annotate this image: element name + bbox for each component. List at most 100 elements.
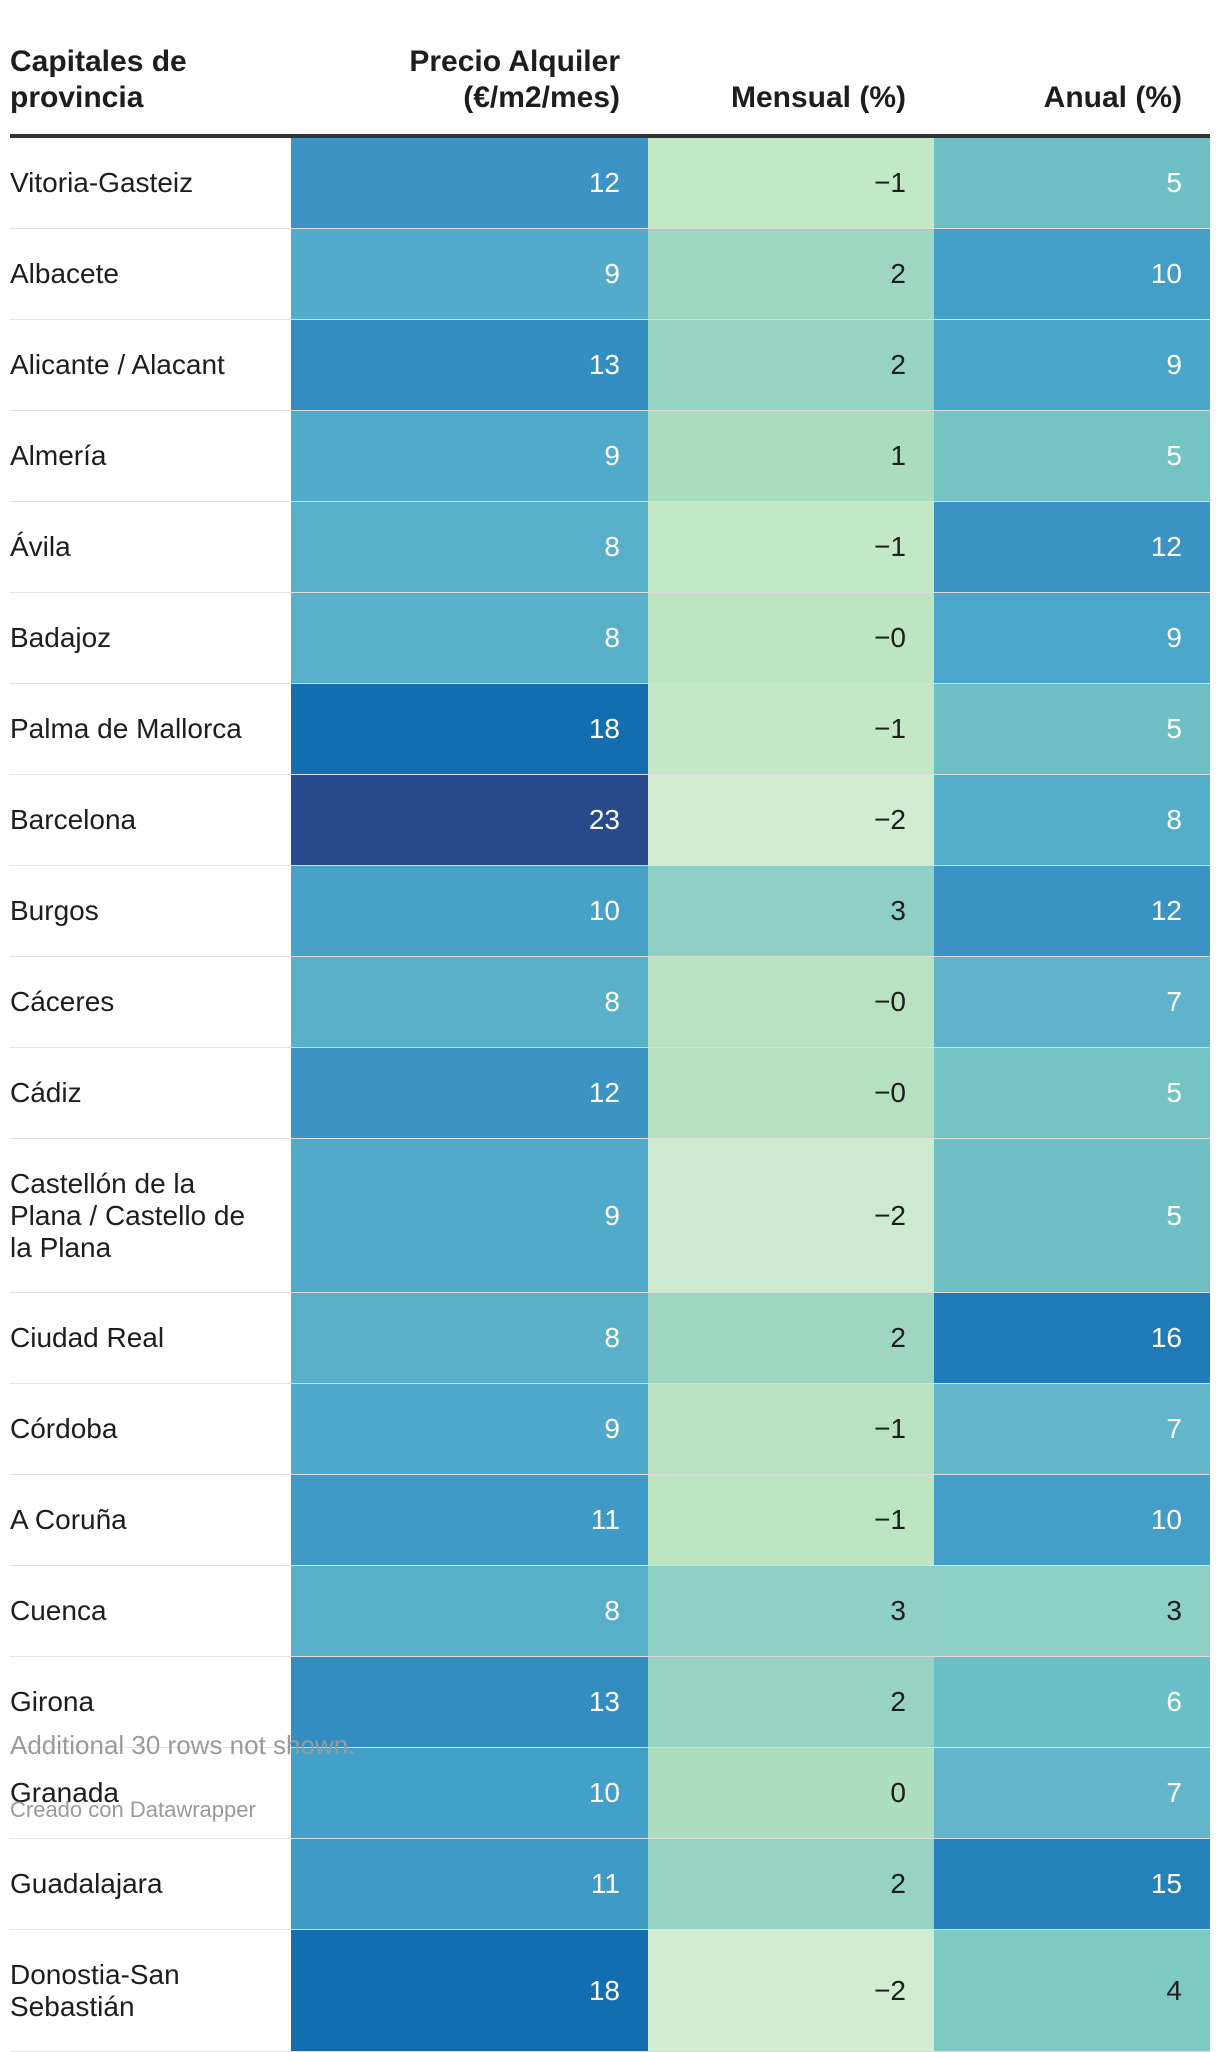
cell-annual: 12: [934, 501, 1210, 593]
cell-city: Donostia-San Sebastián: [10, 1929, 291, 2052]
cell-monthly: −0: [648, 1047, 934, 1139]
cell-city: Albacete: [10, 228, 291, 320]
table-row: Badajoz 8 −0 9: [10, 592, 1210, 684]
cell-monthly: −1: [648, 136, 934, 229]
cell-monthly: −1: [648, 1383, 934, 1475]
cell-city: Badajoz: [10, 592, 291, 684]
cell-annual: 10: [934, 228, 1210, 320]
cell-city: Cuenca: [10, 1565, 291, 1657]
cell-price: 9: [291, 228, 648, 320]
cell-monthly: 3: [648, 865, 934, 957]
credit-line: Creado con Datawrapper: [10, 1797, 256, 1822]
cell-annual: 9: [934, 592, 1210, 684]
cell-annual: 8: [934, 774, 1210, 866]
cell-monthly: 2: [648, 1838, 934, 1930]
cell-price: 8: [291, 956, 648, 1048]
cell-city: Barcelona: [10, 774, 291, 866]
cell-annual: 5: [934, 1047, 1210, 1139]
column-header-city[interactable]: Capitales de provincia: [10, 32, 291, 138]
cell-annual: 9: [934, 319, 1210, 411]
cell-monthly: 3: [648, 1565, 934, 1657]
cell-city: Cáceres: [10, 956, 291, 1048]
cell-annual: 7: [934, 956, 1210, 1048]
cell-monthly: −1: [648, 1474, 934, 1566]
cell-monthly: −2: [648, 774, 934, 866]
cell-price: 12: [291, 136, 648, 229]
cell-monthly: −0: [648, 592, 934, 684]
cell-price: 9: [291, 1383, 648, 1475]
table-row: Albacete 9 2 10: [10, 228, 1210, 320]
cell-monthly: 0: [648, 1747, 934, 1839]
cell-price: 8: [291, 1565, 648, 1657]
cell-city: Palma de Mallorca: [10, 683, 291, 775]
cell-price: 18: [291, 683, 648, 775]
cell-monthly: −1: [648, 501, 934, 593]
cell-city: Castellón de la Plana / Castello de la P…: [10, 1138, 291, 1293]
table-row: Castellón de la Plana / Castello de la P…: [10, 1138, 1210, 1293]
cell-monthly: −0: [648, 956, 934, 1048]
cell-monthly: −2: [648, 1138, 934, 1293]
cell-city: Girona: [10, 1656, 291, 1748]
cell-annual: 12: [934, 865, 1210, 957]
cell-annual: 5: [934, 410, 1210, 502]
cell-price: 8: [291, 1292, 648, 1384]
cell-annual: 4: [934, 1929, 1210, 2052]
rows-hidden-note[interactable]: Additional 30 rows not shown.: [10, 1730, 356, 1760]
cell-monthly: 2: [648, 319, 934, 411]
cell-monthly: 2: [648, 1292, 934, 1384]
cell-price: 23: [291, 774, 648, 866]
cell-annual: 5: [934, 136, 1210, 229]
cell-city: Burgos: [10, 865, 291, 957]
table-row: Burgos 10 3 12: [10, 865, 1210, 957]
cell-annual: 3: [934, 1565, 1210, 1657]
cell-city: Almería: [10, 410, 291, 502]
table-row: Girona 13 2 6: [10, 1656, 1210, 1748]
table-row: Alicante / Alacant 13 2 9: [10, 319, 1210, 411]
table-header: Capitales de provincia Precio Alquiler (…: [10, 32, 1210, 138]
cell-annual: 5: [934, 1138, 1210, 1293]
table-row: Almería 9 1 5: [10, 410, 1210, 502]
cell-price: 18: [291, 1929, 648, 2052]
cell-price: 10: [291, 865, 648, 957]
cell-annual: 15: [934, 1838, 1210, 1930]
cell-city: Guadalajara: [10, 1838, 291, 1930]
cell-city: Córdoba: [10, 1383, 291, 1475]
table-row: Córdoba 9 −1 7: [10, 1383, 1210, 1475]
table-row: A Coruña 11 −1 10: [10, 1474, 1210, 1566]
cell-price: 8: [291, 501, 648, 593]
table-row: Guadalajara 11 2 15: [10, 1838, 1210, 1930]
cell-annual: 6: [934, 1656, 1210, 1748]
cell-city: Alicante / Alacant: [10, 319, 291, 411]
column-header-annual[interactable]: Anual (%): [934, 32, 1210, 138]
table-row: Ávila 8 −1 12: [10, 501, 1210, 593]
cell-price: 9: [291, 410, 648, 502]
column-header-price[interactable]: Precio Alquiler (€/m2/mes): [291, 32, 648, 138]
table-row: Donostia-San Sebastián 18 −2 4: [10, 1929, 1210, 2052]
table-row: Palma de Mallorca 18 −1 5: [10, 683, 1210, 775]
cell-annual: 16: [934, 1292, 1210, 1384]
cell-price: 11: [291, 1474, 648, 1566]
cell-price: 10: [291, 1747, 648, 1839]
cell-city: Granada: [10, 1747, 291, 1839]
cell-city: Ciudad Real: [10, 1292, 291, 1384]
cell-price: 9: [291, 1138, 648, 1293]
cell-city: A Coruña: [10, 1474, 291, 1566]
cell-annual: 10: [934, 1474, 1210, 1566]
table-body: Vitoria-Gasteiz 12 −1 5 Albacete 9 2 10 Alicante…: [10, 136, 1210, 2052]
cell-monthly: −1: [648, 683, 934, 775]
table-row: Barcelona 23 −2 8: [10, 774, 1210, 866]
table-row: Cáceres 8 −0 7: [10, 956, 1210, 1048]
table-row: Granada 10 0 7: [10, 1747, 1210, 1839]
cell-annual: 7: [934, 1747, 1210, 1839]
cell-monthly: 2: [648, 1656, 934, 1748]
column-header-monthly[interactable]: Mensual (%): [648, 32, 934, 138]
cell-city: Cádiz: [10, 1047, 291, 1139]
cell-price: 13: [291, 319, 648, 411]
table-row: Cádiz 12 −0 5: [10, 1047, 1210, 1139]
table-row: Ciudad Real 8 2 16: [10, 1292, 1210, 1384]
cell-monthly: 1: [648, 410, 934, 502]
cell-price: 8: [291, 592, 648, 684]
cell-city: Ávila: [10, 501, 291, 593]
table-row: Cuenca 8 3 3: [10, 1565, 1210, 1657]
header-row: Capitales de provincia Precio Alquiler (…: [10, 32, 1210, 138]
